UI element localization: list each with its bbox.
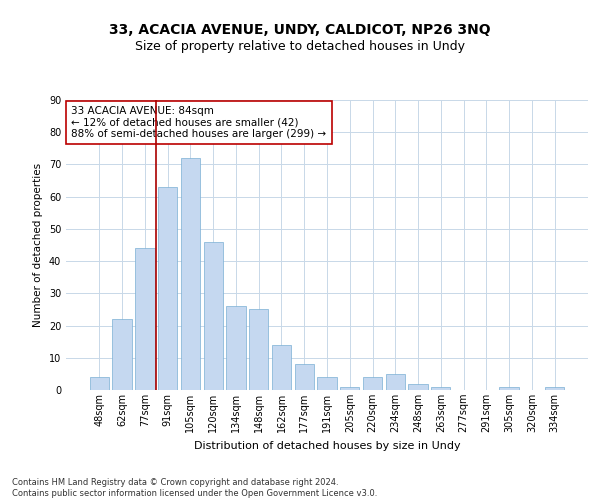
Bar [499, 387, 519, 390]
Bar [317, 377, 337, 390]
Bar [545, 387, 564, 390]
Text: Contains HM Land Registry data © Crown copyright and database right 2024.
Contai: Contains HM Land Registry data © Crown c… [12, 478, 377, 498]
Bar [363, 377, 382, 390]
Bar [135, 248, 155, 390]
Bar [386, 374, 405, 390]
Bar [158, 187, 178, 390]
Text: 33, ACACIA AVENUE, UNDY, CALDICOT, NP26 3NQ: 33, ACACIA AVENUE, UNDY, CALDICOT, NP26 … [109, 22, 491, 36]
Bar [112, 319, 132, 390]
Bar [409, 384, 428, 390]
Bar [272, 345, 291, 390]
X-axis label: Distribution of detached houses by size in Undy: Distribution of detached houses by size … [194, 440, 460, 450]
Bar [181, 158, 200, 390]
Text: 33 ACACIA AVENUE: 84sqm
← 12% of detached houses are smaller (42)
88% of semi-de: 33 ACACIA AVENUE: 84sqm ← 12% of detache… [71, 106, 326, 139]
Bar [90, 377, 109, 390]
Bar [203, 242, 223, 390]
Bar [340, 387, 359, 390]
Text: Size of property relative to detached houses in Undy: Size of property relative to detached ho… [135, 40, 465, 53]
Bar [249, 310, 268, 390]
Bar [226, 306, 245, 390]
Y-axis label: Number of detached properties: Number of detached properties [33, 163, 43, 327]
Bar [431, 387, 451, 390]
Bar [295, 364, 314, 390]
